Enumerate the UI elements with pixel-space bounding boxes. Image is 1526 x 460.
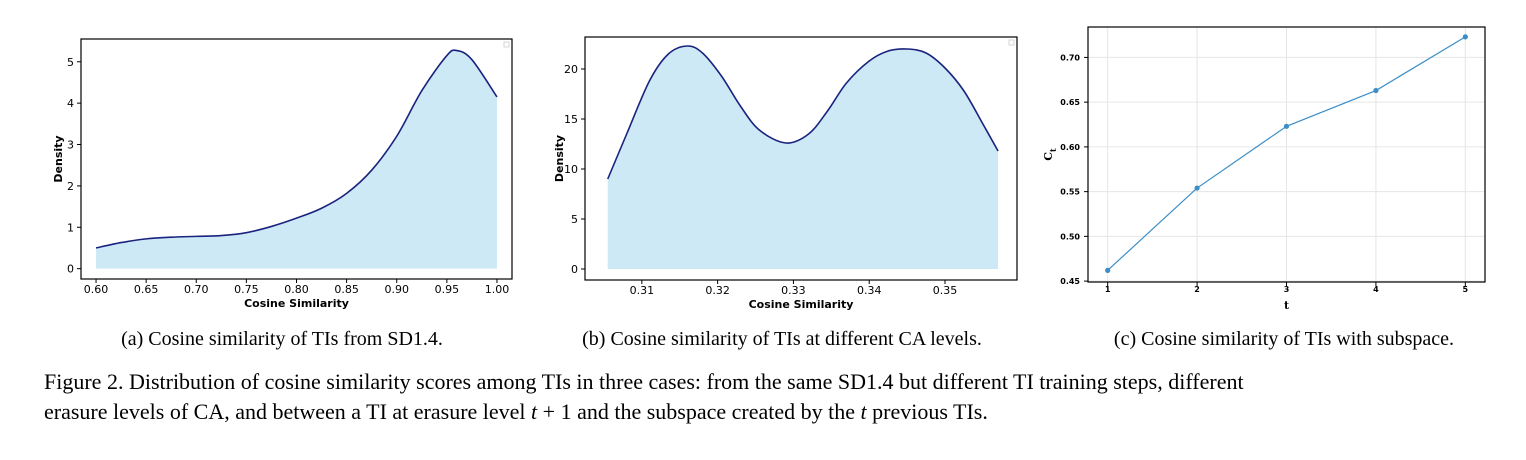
y-tick-label: 0 [67, 263, 74, 276]
data-point [1373, 87, 1379, 94]
data-point [1283, 123, 1290, 129]
y-tick-label: 5 [67, 56, 74, 69]
caption-line-2: erasure levels of CA, and between a TI a… [44, 397, 1524, 427]
y-tick-label: 4 [67, 97, 74, 110]
y-axis-label: Density [52, 135, 65, 182]
figure-caption: Figure 2. Distribution of cosine similar… [44, 367, 1524, 427]
x-tick-label: 0.95 [435, 283, 460, 296]
legend-box [503, 41, 510, 48]
caption-line-2-middle: and the subspace created by the [571, 399, 861, 424]
x-tick-label: 0.65 [134, 283, 159, 296]
y-tick-label: 0.65 [1060, 98, 1080, 107]
y-tick-label: 10 [564, 163, 578, 176]
legend-box [1008, 39, 1015, 46]
x-axis-label: Cosine Similarity [749, 298, 854, 311]
data-point [1105, 267, 1111, 273]
x-tick-label: 0.90 [384, 283, 409, 296]
x-tick-label: 1.00 [485, 283, 510, 296]
subcaption-a: (a) Cosine similarity of TIs from SD1.4. [121, 328, 443, 350]
caption-math-plus-one: + 1 [537, 399, 572, 424]
caption-math-t-1: t [531, 399, 538, 424]
x-tick-label: 3 [1284, 285, 1290, 294]
x-tick-label: 5 [1463, 285, 1469, 294]
x-tick-label: 0.85 [334, 283, 359, 296]
x-axis-label: t [1284, 299, 1290, 312]
density-fill-area [96, 50, 497, 269]
subcaption-c: (c) Cosine similarity of TIs with subspa… [1114, 328, 1454, 350]
x-tick-label: 0.80 [284, 283, 309, 296]
x-tick-label: 0.75 [234, 283, 259, 296]
y-tick-label: 5 [571, 213, 578, 226]
y-tick-label: 20 [564, 63, 578, 76]
y-axis-label: Ct [1042, 148, 1058, 161]
plot-frame [584, 36, 1018, 281]
y-tick-label: 0.70 [1060, 53, 1080, 62]
x-tick-label: 0.31 [630, 284, 655, 297]
x-tick-label: 0.70 [184, 283, 209, 296]
y-tick-label: 0.60 [1060, 143, 1080, 152]
y-tick-label: 0.45 [1060, 277, 1080, 286]
data-point [1194, 185, 1200, 191]
x-tick-label: 2 [1194, 285, 1200, 294]
x-axis-label: Cosine Similarity [244, 297, 349, 310]
caption-line-2-start: erasure levels of CA, and between a TI a… [44, 399, 532, 424]
y-tick-label: 0 [571, 263, 578, 276]
density-curve [606, 45, 999, 180]
panel-a-density-plot: 0.60 0.65 0.70 0.75 0.80 0.85 0.90 0.95 1.00 0 1 2 3… [52, 38, 513, 310]
caption-math-t-2: t [860, 399, 867, 424]
y-tick-label: 0.55 [1060, 188, 1080, 197]
y-tick-label: 3 [67, 139, 74, 152]
y-tick-label: 0.50 [1060, 232, 1080, 241]
y-tick-label: 2 [67, 180, 74, 193]
caption-line-1: Figure 2. Distribution of cosine similar… [44, 369, 1244, 394]
x-tick-label: 0.33 [781, 284, 806, 297]
density-curve [95, 49, 498, 249]
x-tick-label: 4 [1373, 285, 1379, 294]
caption-line-2-end: previous TIs. [866, 399, 988, 424]
y-axis-label: Density [553, 135, 566, 182]
y-tick-label: 15 [564, 113, 578, 126]
density-fill-area [607, 45, 999, 270]
panel-b-density-plot: 0.31 0.32 0.33 0.34 0.35 0 5 10 15 20 Cosine Simil… [553, 36, 1018, 311]
data-point [1462, 34, 1468, 40]
x-tick-label: 0.34 [857, 284, 882, 297]
x-tick-label: 0.32 [705, 284, 730, 297]
y-axis-label-subscript: t [1048, 148, 1058, 152]
x-tick-label: 1 [1105, 285, 1111, 294]
y-tick-label: 1 [67, 221, 74, 234]
x-tick-label: 0.60 [84, 283, 109, 296]
y-axis-label-main: C [1042, 152, 1055, 161]
x-tick-label: 0.35 [933, 284, 958, 297]
subcaption-b: (b) Cosine similarity of TIs at differen… [582, 328, 982, 350]
